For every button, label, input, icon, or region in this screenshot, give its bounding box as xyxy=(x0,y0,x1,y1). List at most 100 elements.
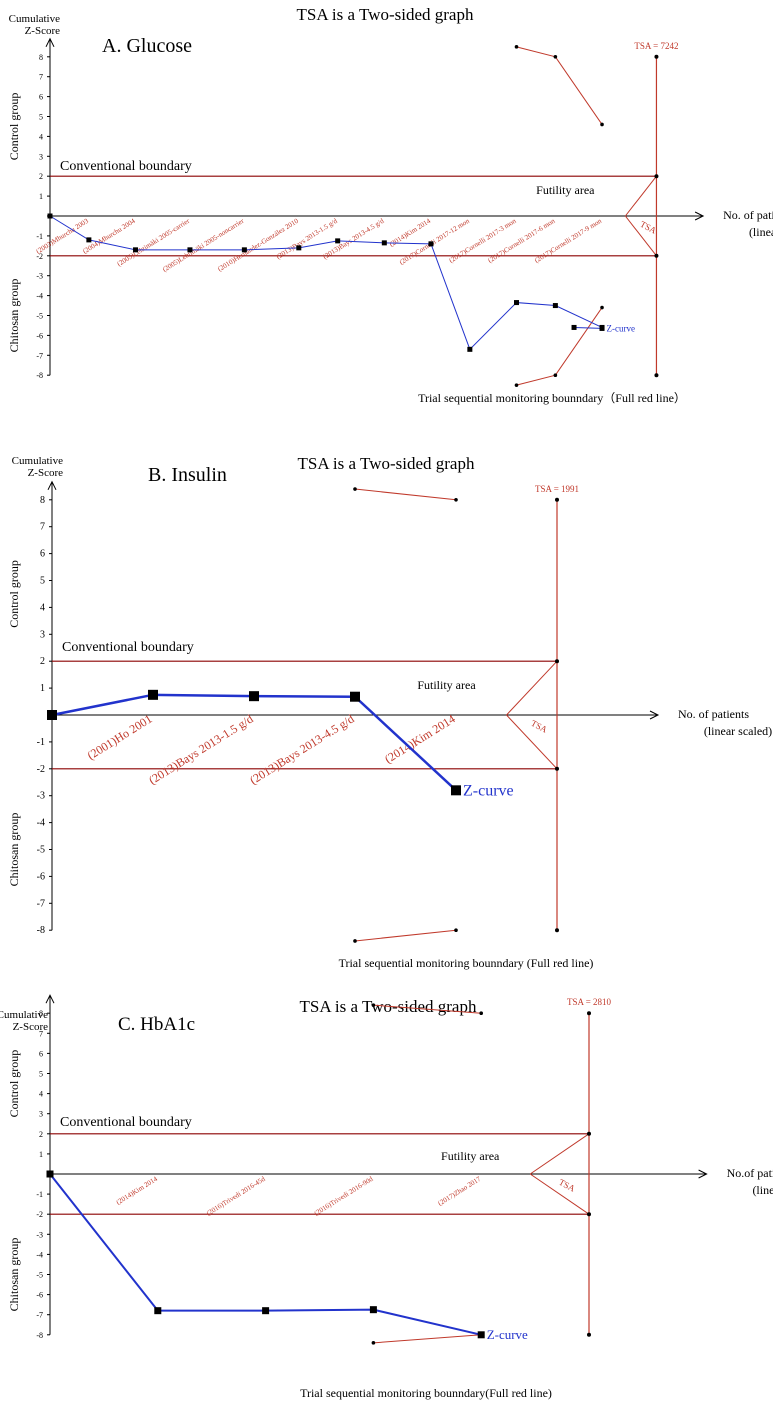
panel-2-z-curve-point xyxy=(451,785,461,796)
panel-3-xlabel-line2: (linear scaled) xyxy=(752,1183,773,1197)
panel-2-futility-line-upper xyxy=(506,660,558,716)
panel-3-monitoring-point xyxy=(479,1011,484,1015)
panel-2-z-curve-point xyxy=(249,691,259,702)
panel-1-chart-title: TSA is a Two-sided graph xyxy=(297,5,474,24)
panel-3-y-tick-label: 6 xyxy=(39,1049,43,1058)
panel-3-y-tick-label: -8 xyxy=(36,1331,43,1340)
panel-3-y-tick-label: -3 xyxy=(36,1230,43,1239)
panel-2-tsa-size-label: TSA = 1991 xyxy=(535,484,579,494)
panel-3-y-tick-label: -4 xyxy=(36,1250,43,1259)
panel-1-tsa-marker xyxy=(654,174,659,179)
panel-2-monitoring-point xyxy=(353,939,357,943)
panel-3-study-label: (2014)Kim 2014 xyxy=(115,1175,159,1207)
panel-3-y-tick-label: 3 xyxy=(39,1110,43,1119)
panel-3-xlabel-line1: No.of patients xyxy=(727,1166,773,1180)
panel-3-study-label: (2017)Zhao 2017 xyxy=(437,1175,483,1208)
panel-1-futility-label: Futility area xyxy=(536,183,595,197)
panel-3-z-curve-point xyxy=(477,1331,485,1339)
panel-3-y-tick-label: 1 xyxy=(39,1150,43,1159)
panel-2-y-tick-label: 6 xyxy=(40,549,45,560)
panel-1-y-tick-label: 1 xyxy=(39,192,43,201)
panel-1-z-curve-point xyxy=(133,247,139,253)
panel-1-futility-line-upper xyxy=(624,175,657,217)
panel-1-chitosan-group-label: Chitosan group xyxy=(7,279,21,353)
panel-2-tsa-marker xyxy=(555,659,559,664)
panel-1-ylabel-line1: Cumulative xyxy=(9,13,60,25)
panel-1-monitoring-point xyxy=(514,383,519,387)
panel-3-monitoring-point xyxy=(371,1003,376,1007)
panel-3-y-tick-label: -1 xyxy=(36,1190,43,1199)
panel-2-z-curve-point xyxy=(47,710,57,720)
panel-2-y-tick-label: 1 xyxy=(40,683,45,694)
panel-2-tsa-marker xyxy=(555,766,559,771)
panel-2-futility-line-lower xyxy=(506,714,558,770)
panel-1-y-tick-label: 8 xyxy=(39,53,43,62)
panel-2-control-group-label: Control group xyxy=(7,560,21,628)
panel-1-xlabel-line1: No. of patients xyxy=(723,208,773,222)
panel-1-z-curve-point xyxy=(428,241,434,247)
panel-3-futility-line-lower xyxy=(529,1173,590,1215)
panel-1-y-axis-arrow xyxy=(45,37,55,48)
panel-2-monitoring-point xyxy=(454,498,458,502)
panel-1-z-curve-point xyxy=(599,325,605,331)
panel-1-y-tick-label: -5 xyxy=(36,312,43,321)
panel-1-z-curve-point xyxy=(335,238,341,244)
panel-2-y-tick-label: -8 xyxy=(37,925,45,936)
panel-3-y-tick-label: -7 xyxy=(36,1311,43,1320)
panel-2-y-tick-label: 7 xyxy=(40,522,45,533)
panel-1-y-tick-label: 6 xyxy=(39,93,43,102)
panel-1-y-tick-label: -2 xyxy=(36,252,43,261)
panel-1-tsa-axis-label: TSA xyxy=(638,219,658,236)
panel-1-futility-line-lower xyxy=(624,215,657,257)
panel-2-tsa-marker xyxy=(555,497,559,502)
panel-3-z-curve-point xyxy=(46,1170,54,1178)
panel-1-monitoring-label: Trial sequential monitoring bounndary（Fu… xyxy=(418,391,686,405)
panel-2-xlabel-line1: No. of patients xyxy=(678,707,749,721)
panel-1-ylabel-line2: Z-Score xyxy=(25,25,61,37)
panel-2-ylabel-line2: Z-Score xyxy=(28,467,64,479)
panel-1-y-tick-label: -1 xyxy=(36,232,43,241)
panel-1-xlabel-line2: (linear scaled) xyxy=(749,225,773,239)
panel-3-tsa-marker xyxy=(587,1332,591,1337)
panel-1-z-curve-point xyxy=(296,245,302,251)
panel-1-z-curve-point xyxy=(187,247,193,253)
panel-2-ylabel-line1: Cumulative xyxy=(12,455,63,467)
panel-1-z-curve-series-2 xyxy=(574,326,603,329)
panel-1-y-tick-label: -3 xyxy=(36,272,43,281)
panel-1-z-curve-point xyxy=(552,303,558,309)
panel-3-monitoring-boundary-lower xyxy=(373,1334,482,1344)
panel-3-futility-line-upper xyxy=(529,1133,590,1175)
panel-1-z-curve-label: Z-curve xyxy=(607,323,635,333)
panel-3-tsa-axis-label: TSA xyxy=(557,1177,577,1194)
panel-3-y-tick-label: -5 xyxy=(36,1271,43,1280)
panel-2-conventional-boundary-label: Conventional boundary xyxy=(62,640,194,655)
panel-1-monitoring-point xyxy=(514,45,519,49)
panel-1-y-tick-label: 4 xyxy=(39,132,43,141)
panel-1-y-tick-label: -7 xyxy=(36,351,43,360)
panel-3-y-tick-label: 7 xyxy=(39,1029,43,1038)
panel-3-study-label: (2016)Trivedi 2016-90d xyxy=(313,1175,375,1218)
panel-2-xlabel-line2: (linear scaled) xyxy=(704,724,772,738)
panel-2-y-axis-arrow xyxy=(47,480,57,491)
panel-1-monitoring-point xyxy=(600,305,604,310)
panel-2-z-curve-point xyxy=(350,691,360,702)
panel-1-study-label: (2004)Mhurchu 2004 xyxy=(81,217,137,256)
panel-2-monitoring-point xyxy=(454,928,458,932)
panel-1-z-curve-point xyxy=(514,300,519,306)
panel-3-x-axis-arrow xyxy=(698,1169,708,1179)
panel-1-z-curve-point xyxy=(381,240,387,246)
panel-1-y-tick-label: 7 xyxy=(39,73,43,82)
panel-3-y-tick-label: 8 xyxy=(39,1009,43,1018)
panel-3-tsa-marker xyxy=(587,1212,591,1217)
panel-1-y-tick-label: 3 xyxy=(39,152,43,161)
panel-3-conventional-boundary-label: Conventional boundary xyxy=(60,1115,192,1130)
panel-2-y-tick-label: 8 xyxy=(40,495,45,506)
panel-2-y-tick-label: -6 xyxy=(37,871,45,882)
panel-1-y-tick-label: 5 xyxy=(39,113,43,122)
panel-3-y-axis-arrow xyxy=(45,994,55,1004)
panel-1-y-tick-label: -6 xyxy=(36,331,43,340)
panel-2-y-tick-label: -1 xyxy=(37,737,45,748)
panel-1-tsa-marker xyxy=(654,54,659,59)
panel-2-study-label: (2001)Ho 2001 xyxy=(85,712,155,763)
